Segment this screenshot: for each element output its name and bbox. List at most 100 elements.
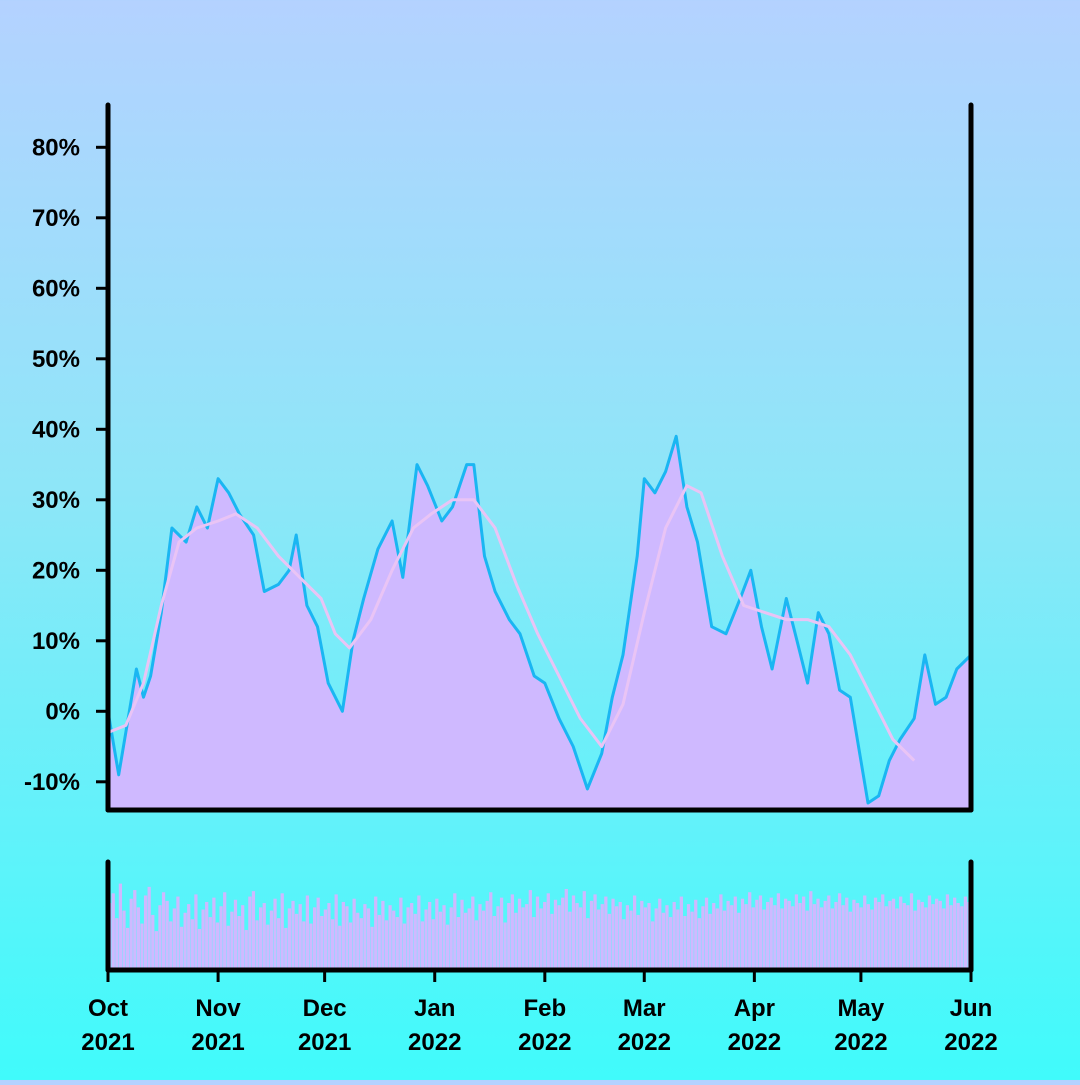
main-plot — [106, 434, 973, 810]
volume-bar — [330, 919, 335, 970]
volume-bar — [284, 927, 288, 970]
volume-bar — [773, 905, 777, 970]
volume-bar — [676, 909, 680, 970]
volume-bar — [557, 905, 561, 970]
volume-bar — [629, 910, 633, 970]
volume-bar — [345, 906, 349, 970]
volume-bar — [525, 904, 529, 970]
volume-bar — [917, 899, 921, 970]
moving-average-line — [107, 484, 916, 762]
volume-bar — [845, 897, 849, 970]
volume-bar — [722, 910, 727, 970]
volume-bar — [719, 894, 723, 970]
volume-bar — [546, 893, 550, 970]
volume-bar — [201, 909, 205, 970]
volume-bar — [446, 924, 450, 970]
volume-bar — [564, 889, 568, 970]
volume-bar — [618, 901, 622, 970]
volume-bar — [658, 898, 662, 970]
volume-bar — [561, 897, 565, 970]
volume-bar — [129, 898, 133, 970]
volume-bar — [359, 918, 363, 970]
volume-bar — [305, 895, 310, 970]
volume-bar — [751, 907, 755, 970]
volume-bar — [467, 908, 471, 970]
volume-bar — [291, 900, 295, 970]
volume-bar — [136, 907, 141, 970]
y-tick-label: 50% — [32, 346, 80, 373]
volume-bar — [794, 894, 799, 970]
volume-bar — [341, 901, 345, 970]
volume-bar — [223, 892, 227, 970]
volume-bar — [399, 897, 403, 970]
volume-bar — [697, 918, 701, 970]
volume-bar — [172, 908, 176, 970]
volume-bar — [730, 905, 734, 970]
volume-bar — [758, 895, 763, 970]
volume-bar — [784, 898, 788, 970]
volume-bar — [881, 894, 885, 970]
x-tick-month-label: Dec — [303, 995, 347, 1022]
volume-bar — [571, 895, 576, 970]
y-tick-label: 0% — [45, 698, 80, 725]
volume-bar — [259, 907, 263, 970]
volume-bar — [323, 909, 327, 970]
volume-bar — [830, 908, 834, 970]
volume-bar — [205, 901, 209, 970]
volume-bar — [615, 906, 619, 970]
volume-bar — [668, 917, 673, 970]
volume-bar — [909, 893, 914, 970]
y-tick-label: 70% — [32, 205, 80, 232]
volume-bar — [230, 911, 234, 970]
volume-bar — [215, 922, 220, 970]
x-tick-year-label: 2022 — [408, 1029, 461, 1056]
volume-bar — [708, 913, 712, 970]
volume-bar — [532, 917, 536, 970]
volume-bar — [471, 896, 475, 970]
y-tick-label: 10% — [32, 628, 80, 655]
volume-bar — [927, 895, 932, 970]
volume-bar — [463, 912, 468, 970]
volume-bar — [780, 908, 784, 970]
volume-bar — [158, 905, 162, 970]
volume-bar — [197, 928, 202, 970]
volume-bar — [704, 897, 709, 970]
volume-bar — [327, 903, 331, 970]
area-fill — [108, 436, 971, 810]
x-tick-year-label: 2022 — [834, 1029, 887, 1056]
volume-bar — [798, 903, 802, 970]
volume-bar — [298, 904, 302, 970]
volume-bar — [888, 900, 892, 970]
volume-bar — [348, 922, 353, 970]
volume-bar — [690, 911, 694, 970]
volume-bar — [115, 918, 119, 970]
volume-bar — [280, 893, 284, 970]
volume-bar — [395, 917, 399, 970]
volume-bar — [640, 900, 644, 970]
volume-bar — [568, 911, 572, 970]
volume-bar — [420, 921, 425, 970]
volume-bar — [945, 894, 950, 970]
volume-bar — [143, 895, 148, 970]
y-axis-ticks: -10% 0% 10% 20% 30% 40% 50% 60% 70% 80% — [24, 134, 108, 796]
volume-bar — [266, 924, 270, 970]
volume-bar — [316, 897, 320, 970]
volume-bar — [125, 927, 130, 970]
volume-bar — [866, 904, 870, 970]
volume-bar — [381, 900, 385, 970]
volume-bar — [924, 907, 928, 970]
volume-bar — [787, 900, 791, 970]
volume-bar — [575, 903, 579, 970]
volume-bar — [194, 894, 198, 970]
volume-bar — [456, 917, 461, 970]
volume-bar — [816, 898, 820, 970]
volume-bar — [165, 900, 169, 970]
volume-bar — [877, 901, 881, 970]
volume-bar — [643, 907, 648, 970]
volume-bar — [686, 904, 691, 970]
volume-bar — [277, 918, 281, 970]
volume-bar — [435, 898, 439, 970]
volume-bar — [179, 926, 184, 970]
volume-bar — [190, 919, 194, 970]
